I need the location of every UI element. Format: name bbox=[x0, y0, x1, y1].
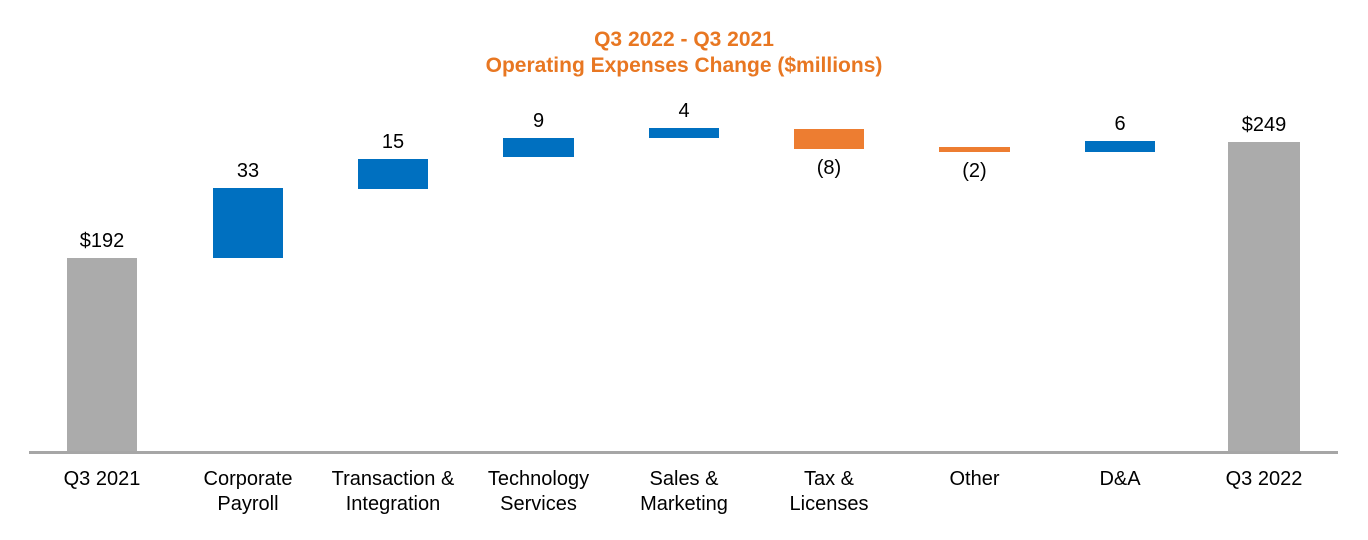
category-label-tax-licenses: Tax & Licenses bbox=[789, 468, 869, 515]
value-label-q3-2022: $249 bbox=[1241, 114, 1287, 136]
bar-tax-licenses bbox=[794, 129, 864, 149]
category-label-q3-2022: Q3 2022 bbox=[1225, 468, 1303, 490]
category-label-sales-marketing: Sales & Marketing bbox=[640, 468, 728, 515]
value-label-tax-licenses: (8) bbox=[816, 157, 842, 179]
value-label-transaction-integration: 15 bbox=[381, 131, 405, 153]
category-label-transaction-integration: Transaction & Integration bbox=[331, 468, 455, 515]
value-label-corporate-payroll: 33 bbox=[236, 160, 260, 182]
bar-corporate-payroll bbox=[213, 188, 283, 258]
category-label-technology-services: Technology Services bbox=[487, 468, 590, 515]
value-label-technology-services: 9 bbox=[532, 110, 545, 132]
bar-q3-2021 bbox=[67, 258, 137, 451]
category-label-corporate-payroll: Corporate Payroll bbox=[203, 468, 293, 515]
value-label-other: (2) bbox=[962, 160, 987, 182]
value-label-d-a: 6 bbox=[1114, 113, 1126, 135]
category-label-d-a: D&A bbox=[1099, 468, 1141, 490]
bar-q3-2022 bbox=[1228, 142, 1300, 451]
bar-transaction-integration bbox=[358, 159, 428, 189]
category-label-q3-2021: Q3 2021 bbox=[63, 468, 141, 490]
x-axis-line bbox=[29, 451, 1338, 454]
value-label-sales-marketing: 4 bbox=[678, 100, 690, 122]
bar-other bbox=[939, 147, 1010, 152]
bar-sales-marketing bbox=[649, 128, 719, 138]
bar-d-a bbox=[1085, 141, 1155, 152]
chart-title-line1: Q3 2022 - Q3 2021 bbox=[594, 28, 774, 51]
category-label-other: Other bbox=[949, 468, 1000, 490]
chart-title: Q3 2022 - Q3 2021 Operating Expenses Cha… bbox=[0, 27, 1368, 79]
bar-technology-services bbox=[503, 138, 574, 157]
chart-title-line2: Operating Expenses Change ($millions) bbox=[485, 54, 883, 77]
value-label-q3-2021: $192 bbox=[79, 230, 125, 252]
